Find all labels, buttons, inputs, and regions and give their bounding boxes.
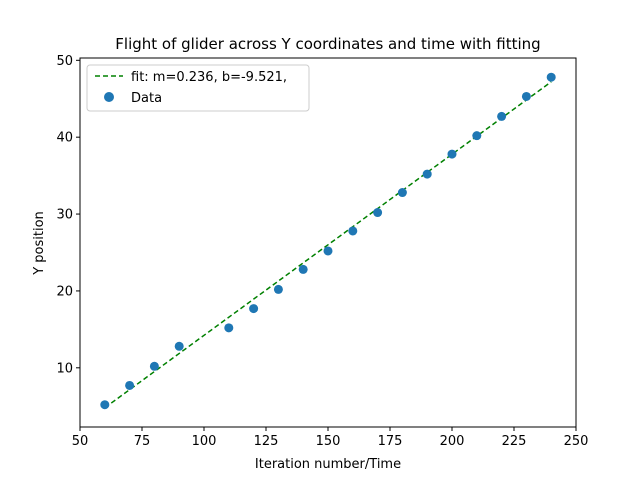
data-point	[298, 264, 308, 274]
data-point	[521, 91, 531, 101]
x-tick-label: 100	[192, 434, 217, 449]
x-axis-label: Iteration number/Time	[255, 457, 401, 472]
data-point	[100, 400, 110, 410]
x-tick-label: 250	[564, 434, 589, 449]
y-axis: 10 20 30 40 50	[56, 54, 80, 376]
x-tick-label: 50	[72, 434, 89, 449]
data-point	[224, 323, 234, 333]
data-point	[174, 341, 184, 351]
y-tick-label: 10	[56, 361, 73, 376]
legend-fit-label: fit: m=0.236, b=-9.521,	[131, 70, 287, 85]
data-point	[472, 131, 482, 141]
y-tick-label: 30	[56, 208, 73, 223]
y-tick-label: 40	[56, 131, 73, 146]
data-point	[149, 361, 159, 371]
data-point	[447, 149, 457, 159]
chart-title: Flight of glider across Y coordinates an…	[115, 35, 540, 53]
x-tick-label: 125	[254, 434, 279, 449]
y-axis-label: Y position	[32, 211, 47, 276]
plot-area	[80, 58, 576, 427]
data-point	[249, 304, 259, 314]
data-point	[546, 72, 556, 82]
legend-box	[86, 64, 310, 112]
y-tick-label: 20	[56, 284, 73, 299]
x-tick-label: 75	[134, 434, 151, 449]
data-point	[273, 284, 283, 294]
x-tick-label: 150	[316, 434, 341, 449]
data-point	[497, 111, 507, 121]
x-tick-label: 200	[440, 434, 465, 449]
y-tick-label: 50	[56, 54, 73, 69]
data-point	[373, 208, 383, 218]
data-points-layer	[100, 72, 556, 410]
data-point	[125, 380, 135, 390]
legend-data-swatch	[104, 92, 114, 102]
x-tick-label: 175	[378, 434, 403, 449]
x-tick-label: 225	[502, 434, 527, 449]
data-point	[422, 169, 432, 179]
data-point	[397, 188, 407, 198]
legend-data-label: Data	[131, 91, 162, 106]
data-point	[323, 246, 333, 256]
x-axis: 50 75 100 125 150 175 200 225 250	[72, 427, 589, 449]
legend: fit: m=0.236, b=-9.521, Data	[86, 64, 310, 112]
data-point	[348, 226, 358, 236]
